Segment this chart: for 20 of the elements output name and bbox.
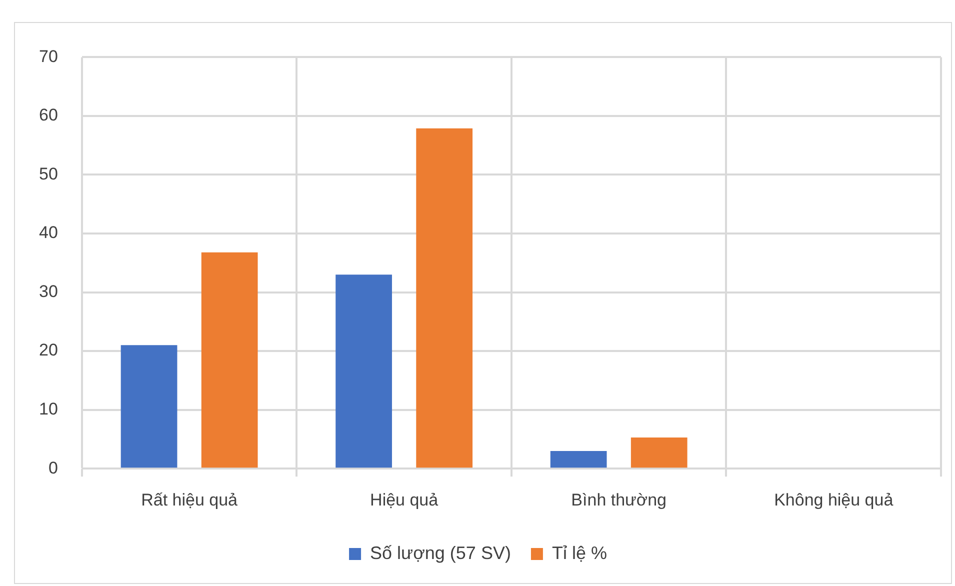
x-tick-label: Hiệu quả xyxy=(370,490,439,510)
x-tick-label: Không hiệu quả xyxy=(774,490,894,510)
bar xyxy=(550,450,607,468)
bar xyxy=(120,345,178,468)
y-tick-label: 70 xyxy=(38,46,58,66)
y-tick-label: 30 xyxy=(38,282,58,301)
y-tick-label: 0 xyxy=(48,458,58,478)
x-tick-label: Rất hiệu quả xyxy=(141,490,238,510)
y-tick-label: 40 xyxy=(38,223,58,242)
bar xyxy=(416,128,473,468)
bar xyxy=(201,252,258,468)
y-tick-label: 10 xyxy=(38,400,58,419)
x-tick-label: Bình thường xyxy=(571,490,666,510)
y-tick-label: 50 xyxy=(38,164,58,184)
legend-label: Tỉ lệ % xyxy=(552,542,607,563)
y-tick-label: 20 xyxy=(38,340,58,360)
bar xyxy=(630,437,688,468)
legend-label: Số lượng (57 SV) xyxy=(370,542,511,563)
bar xyxy=(336,274,392,468)
y-tick-label: 60 xyxy=(38,106,58,125)
